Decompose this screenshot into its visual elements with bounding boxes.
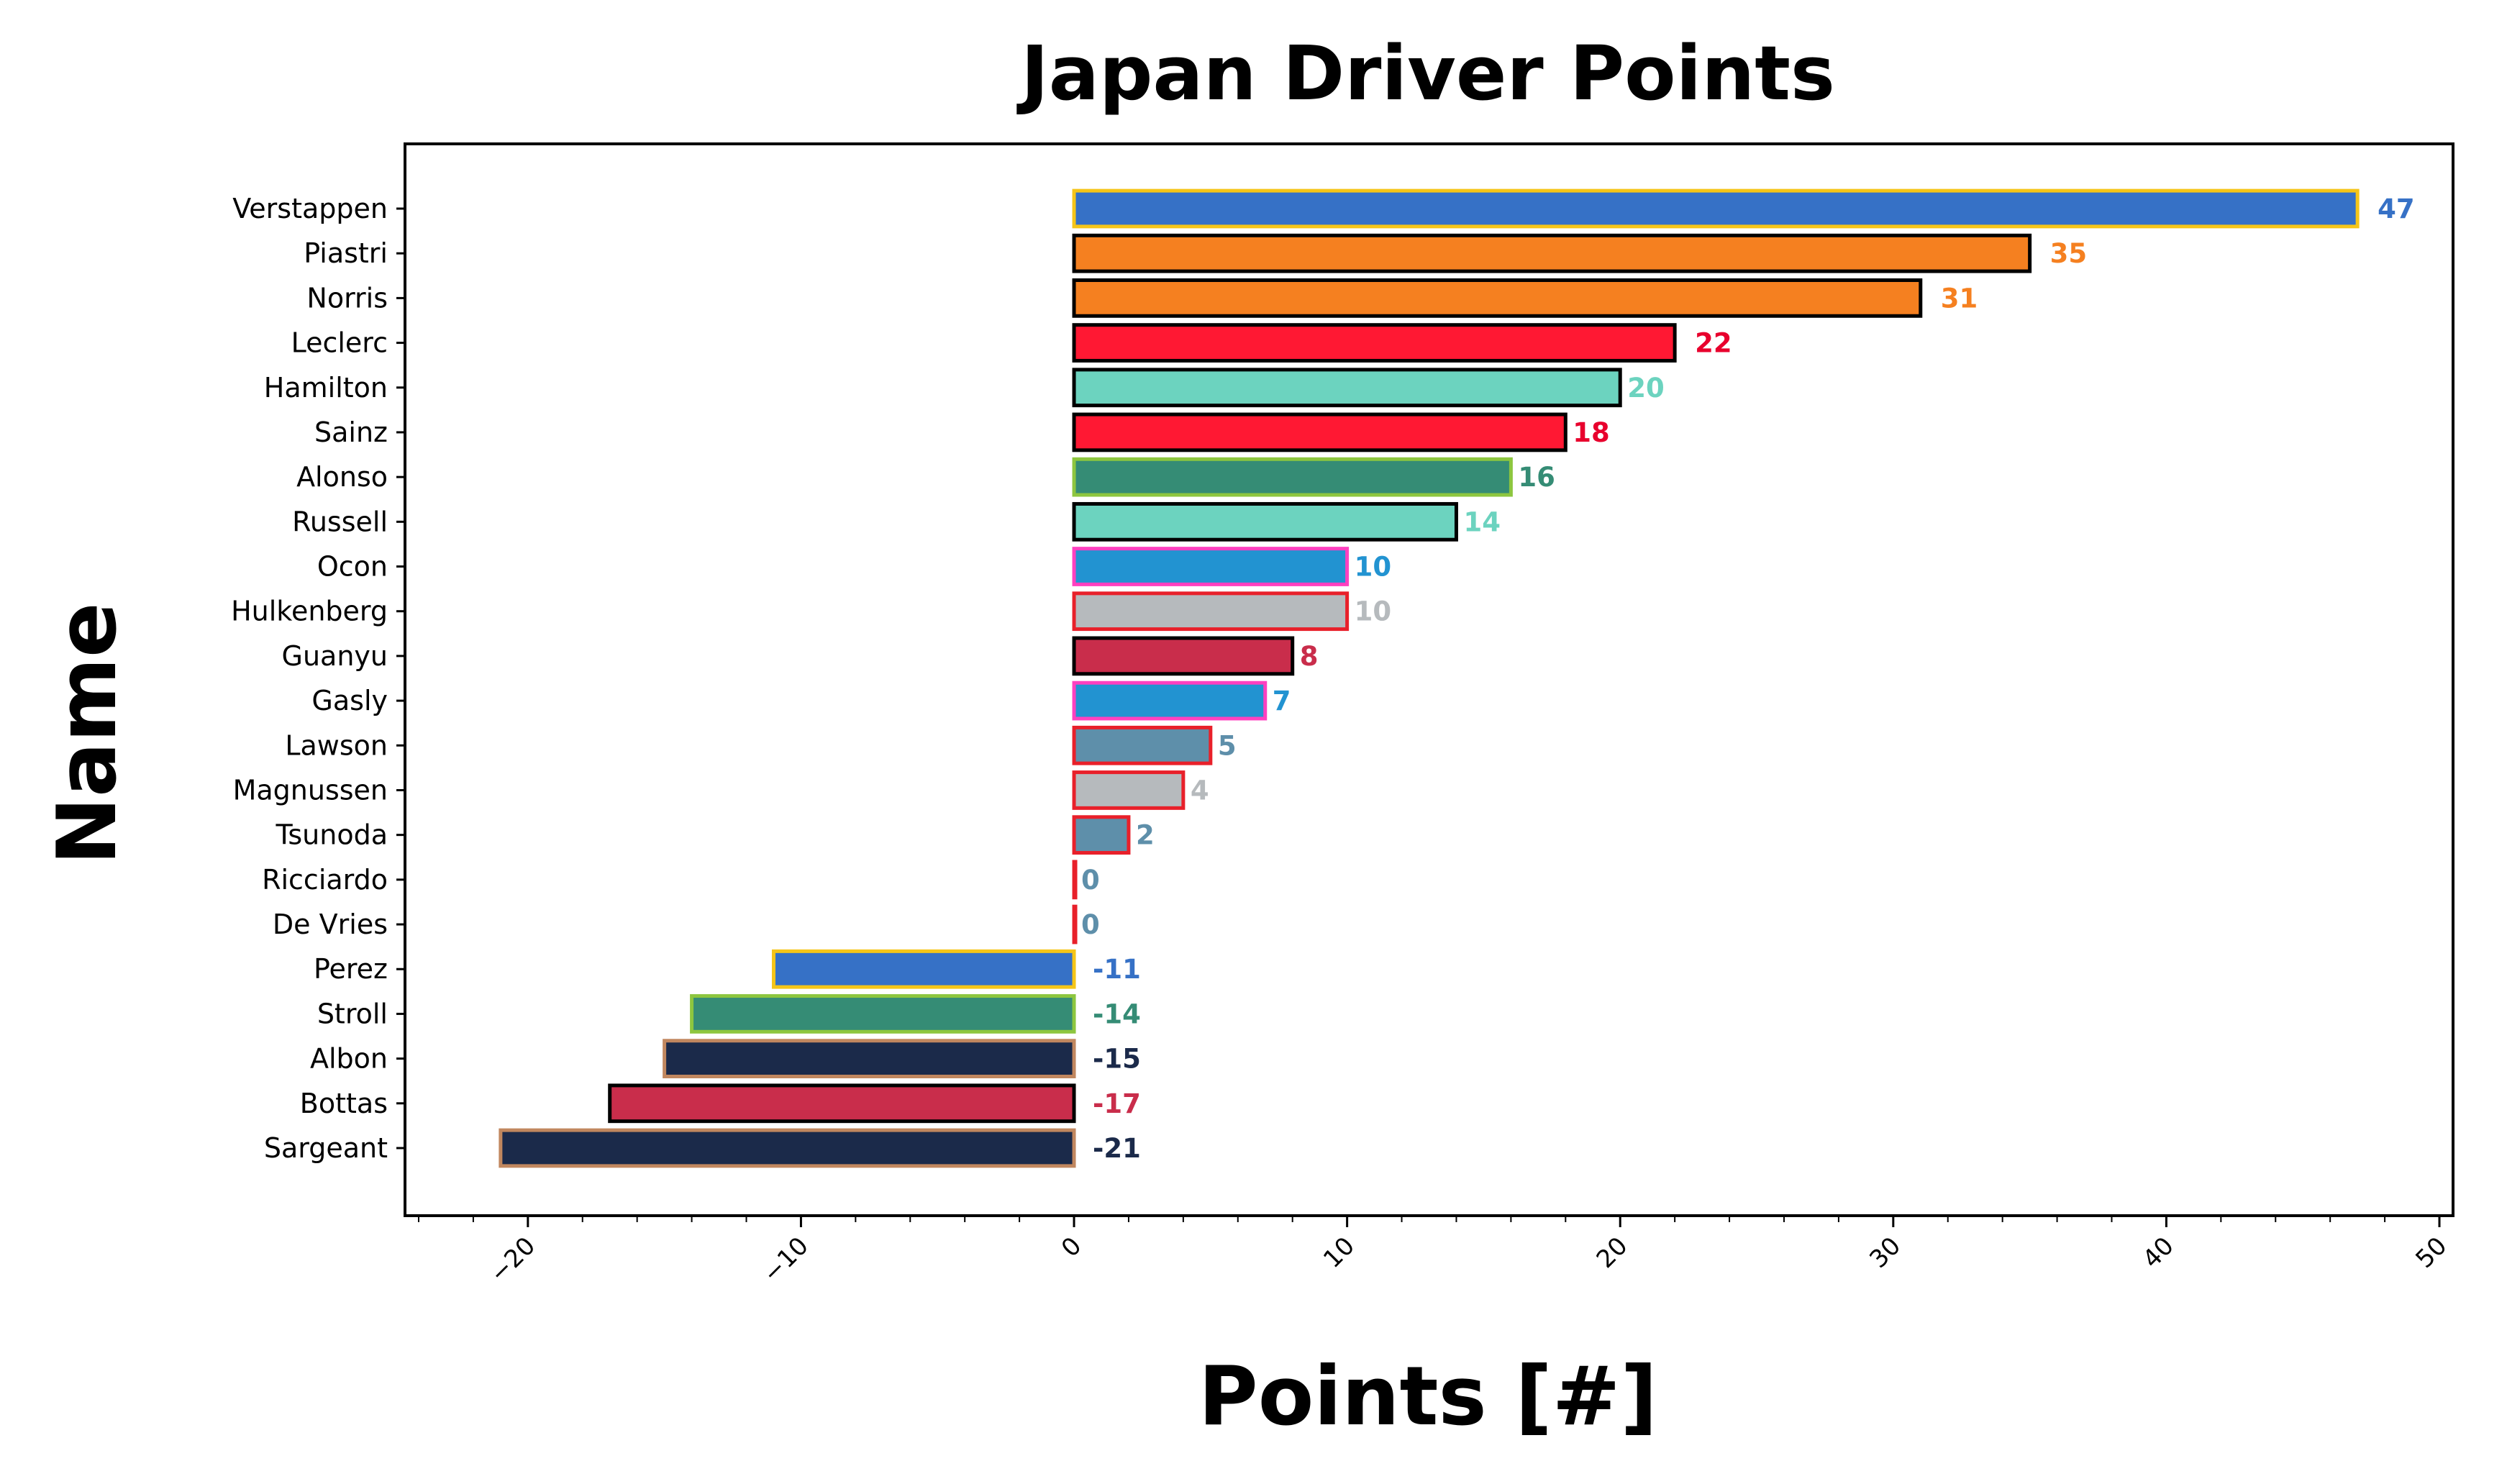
category-label: Piastri [304, 237, 388, 269]
bar [1072, 860, 1078, 900]
value-label: 31 [1941, 283, 1978, 314]
category-label: Sainz [314, 416, 388, 448]
category-label: Gasly [311, 685, 388, 716]
category-label: Verstappen [232, 193, 388, 224]
bar [1072, 680, 1268, 721]
category-label: Magnussen [233, 774, 388, 806]
value-label: -17 [1093, 1088, 1141, 1119]
bar [1072, 457, 1513, 497]
bar [1072, 233, 2032, 273]
category-label: De Vries [273, 909, 388, 940]
value-labels: 473531222018161410108754200-11-14-15-17-… [1081, 194, 2415, 1164]
bar [1072, 591, 1350, 632]
value-label: 5 [1218, 730, 1237, 761]
bar [1072, 501, 1458, 542]
bar [1072, 278, 1923, 318]
category-label: Tsunoda [275, 819, 388, 851]
category-label: Sargeant [264, 1132, 388, 1164]
value-label: 4 [1191, 775, 1209, 806]
value-label: 20 [1627, 373, 1665, 404]
category-label: Leclerc [291, 327, 388, 359]
value-label: -14 [1093, 998, 1141, 1029]
bar [771, 949, 1076, 989]
bar [1072, 323, 1677, 363]
bar [499, 1128, 1076, 1168]
value-label: 35 [2050, 238, 2088, 269]
value-label: 16 [1518, 462, 1555, 493]
value-label: 8 [1300, 641, 1319, 672]
category-label: Ricciardo [262, 864, 388, 896]
category-label: Ocon [317, 551, 388, 583]
value-label: 47 [2378, 194, 2415, 224]
category-label: Bottas [300, 1088, 388, 1119]
category-label: Perez [314, 953, 388, 985]
bar [1072, 725, 1213, 765]
x-axis-label: Points [#] [1198, 1349, 1657, 1444]
bar [1072, 412, 1568, 452]
value-label: 10 [1355, 596, 1392, 627]
category-label: Albon [310, 1043, 388, 1075]
bar [1072, 188, 2360, 229]
bar [1072, 770, 1186, 810]
bar [1072, 904, 1078, 944]
value-label: 2 [1136, 820, 1155, 851]
bars [499, 188, 2360, 1168]
value-label: -21 [1093, 1133, 1141, 1164]
value-label: 0 [1081, 865, 1100, 896]
category-label: Lawson [285, 729, 388, 761]
bar [663, 1039, 1076, 1078]
value-label: 14 [1463, 506, 1501, 537]
category-label: Hulkenberg [231, 596, 388, 627]
bar [608, 1083, 1076, 1124]
bar [1072, 547, 1350, 586]
category-label: Alonso [296, 461, 388, 493]
category-label: Stroll [317, 998, 388, 1029]
bar [1072, 368, 1622, 408]
category-label: Russell [292, 506, 388, 537]
value-label: 7 [1273, 686, 1291, 716]
value-label: -15 [1093, 1044, 1141, 1075]
plot-frame [404, 142, 2454, 1217]
value-label: 10 [1355, 552, 1392, 583]
y-axis-label: Name [40, 602, 135, 865]
chart-title: Japan Driver Points [1016, 29, 1835, 117]
bar [1072, 636, 1295, 676]
bar [1072, 815, 1131, 855]
value-label: 18 [1573, 417, 1610, 448]
value-label: 0 [1081, 909, 1100, 940]
category-label: Hamilton [264, 372, 388, 404]
category-label: Guanyu [282, 640, 388, 672]
value-label: 22 [1695, 328, 1732, 359]
category-label: Norris [306, 282, 388, 314]
value-label: -11 [1093, 954, 1141, 985]
bar [690, 994, 1076, 1034]
